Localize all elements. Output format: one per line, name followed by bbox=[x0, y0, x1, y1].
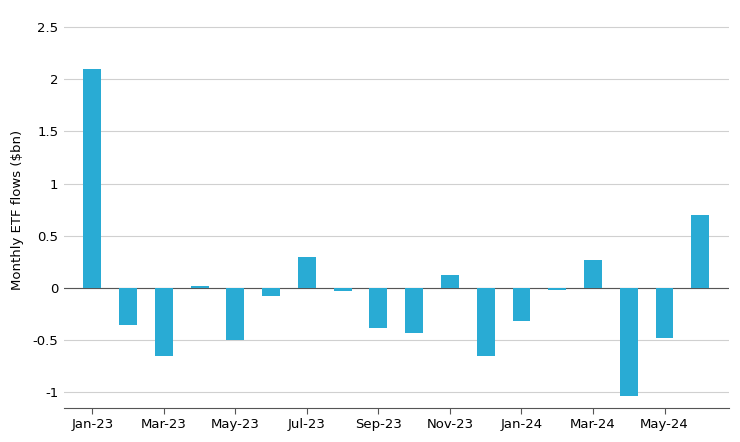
Bar bbox=[548, 288, 566, 290]
Bar bbox=[477, 288, 494, 356]
Bar bbox=[155, 288, 173, 356]
Bar bbox=[441, 275, 459, 288]
Bar bbox=[369, 288, 387, 328]
Bar bbox=[262, 288, 280, 297]
Bar bbox=[119, 288, 137, 324]
Bar bbox=[84, 69, 101, 288]
Bar bbox=[513, 288, 531, 321]
Bar bbox=[656, 288, 673, 338]
Bar bbox=[191, 286, 209, 288]
Bar bbox=[620, 288, 638, 396]
Bar bbox=[298, 257, 316, 288]
Bar bbox=[334, 288, 352, 291]
Bar bbox=[691, 215, 709, 288]
Y-axis label: Monthly ETF flows ($bn): Monthly ETF flows ($bn) bbox=[11, 130, 24, 290]
Bar bbox=[226, 288, 244, 340]
Bar bbox=[584, 260, 602, 288]
Bar bbox=[406, 288, 423, 333]
